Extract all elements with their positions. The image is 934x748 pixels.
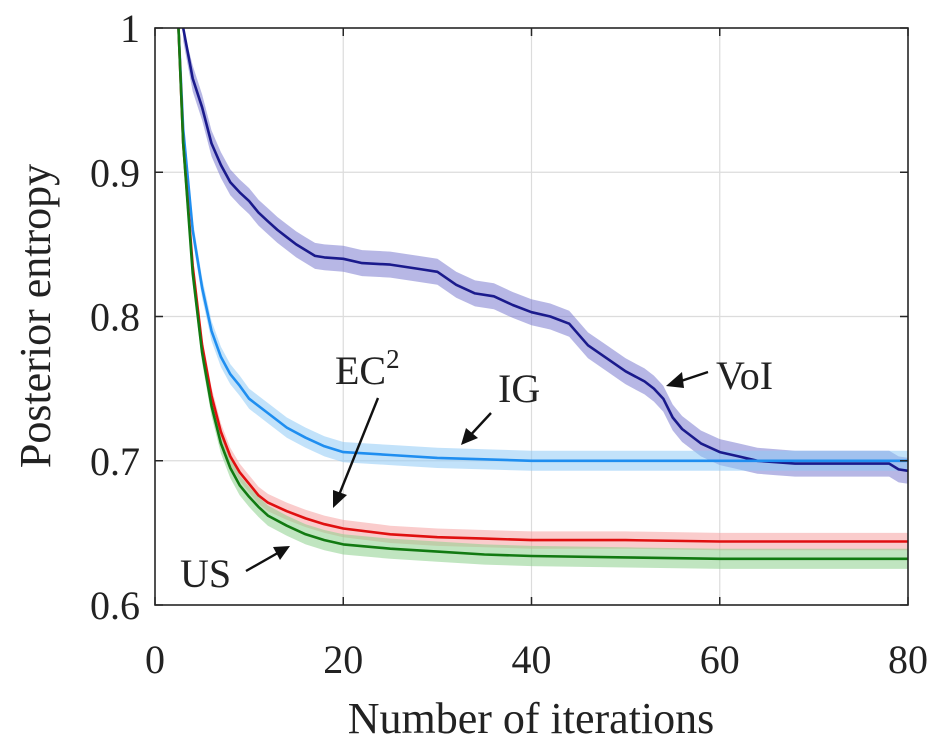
annotation-ec2-superscript: 2	[386, 344, 400, 374]
line-ec	[177, 27, 908, 543]
annotation-ec2-label: EC2	[335, 344, 400, 393]
line-us	[177, 27, 908, 561]
annotation-voi-arrowhead	[666, 372, 684, 388]
annotation-ec2-text: EC	[335, 348, 386, 393]
line-voi	[181, 27, 909, 473]
annotation-voi: VoI	[666, 353, 773, 398]
x-tick-label: 20	[323, 637, 363, 682]
x-axis-label: Number of iterations	[348, 694, 715, 743]
annotation-ig-arrowhead	[461, 428, 478, 445]
annotation-ec2-arrowhead	[333, 490, 347, 508]
line-ig	[177, 27, 908, 463]
annotation-ig: IG	[461, 366, 540, 445]
y-tick-label: 1	[120, 6, 140, 51]
band-voi	[183, 28, 908, 484]
annotation-ec2-arrow	[335, 397, 380, 501]
annotation-voi-label: VoI	[716, 353, 773, 398]
x-tick-label: 0	[145, 637, 165, 682]
annotation-ig-label: IG	[498, 366, 540, 411]
y-tick-label: 0.8	[90, 295, 140, 340]
annotation-ec2: EC2	[333, 344, 400, 508]
y-axis-label: Posterior entropy	[11, 164, 60, 468]
y-tick-label: 0.7	[90, 439, 140, 484]
x-tick-label: 80	[888, 637, 928, 682]
x-tick-label: 60	[700, 637, 740, 682]
annotation-us: US	[180, 546, 290, 596]
series-lines	[177, 27, 909, 561]
annotation-us-label: US	[180, 551, 231, 596]
y-tick-label: 0.6	[90, 583, 140, 628]
axis-ticks: 0 20 40 60 80 0.6 0.7 0.8 0.9 1	[90, 6, 928, 682]
confidence-bands	[178, 28, 908, 569]
y-tick-label: 0.9	[90, 150, 140, 195]
x-tick-label: 40	[512, 637, 552, 682]
annotation-us-arrowhead	[273, 546, 290, 560]
